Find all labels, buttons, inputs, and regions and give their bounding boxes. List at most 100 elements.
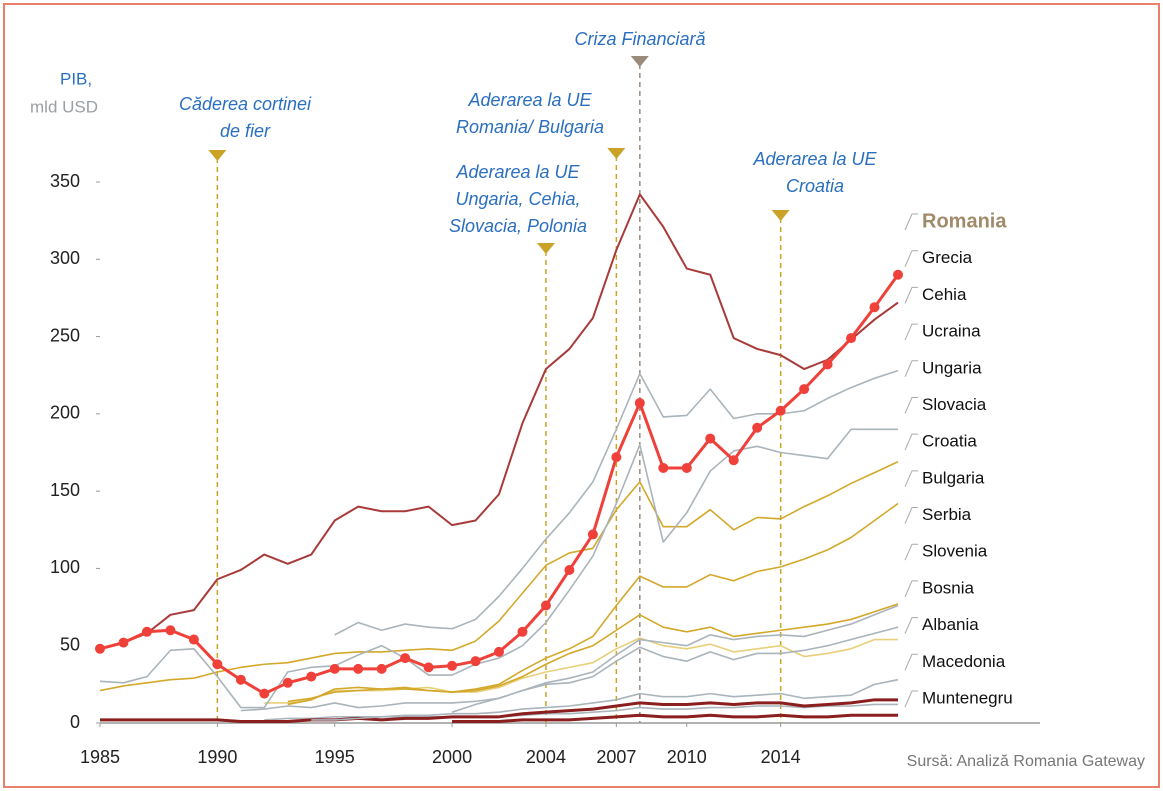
series-point: [188, 634, 199, 645]
series-point: [470, 656, 481, 667]
series-point: [564, 564, 575, 575]
series-point: [306, 671, 317, 682]
series-point: [282, 677, 293, 688]
y-tick-label: 100: [50, 557, 80, 577]
series-point: [141, 626, 152, 637]
legend-leader: [904, 433, 918, 451]
legend-leader: [904, 653, 918, 671]
x-tick-label: 2007: [596, 747, 636, 767]
series-point: [353, 663, 364, 674]
series-point: [587, 529, 598, 540]
series-point: [376, 663, 387, 674]
legend-leader: [904, 617, 918, 634]
series-point: [423, 662, 434, 673]
legend-leader: [904, 507, 918, 524]
event-label: Căderea cortinei: [179, 94, 312, 114]
y-tick-label: 0: [70, 712, 80, 732]
series-point: [822, 359, 833, 370]
series-line: [100, 698, 898, 723]
event-label: Aderarea la UE: [467, 90, 592, 110]
legend-leader: [904, 360, 918, 377]
y-label-1: PIB,: [60, 69, 92, 88]
event-marker: [208, 150, 227, 161]
event-label: Criza Financiară: [574, 29, 705, 49]
series-point: [400, 653, 411, 664]
series-point: [118, 637, 129, 648]
event-label: Ungaria, Cehia,: [455, 189, 580, 209]
series-point: [95, 643, 105, 654]
legend-leader: [904, 580, 918, 598]
legend-label: Serbia: [922, 505, 972, 524]
event-label: Slovacia, Polonia: [449, 216, 587, 236]
series-line: [240, 604, 899, 712]
series-point: [799, 384, 810, 395]
series-line: [99, 193, 899, 650]
y-tick-label: 300: [50, 248, 80, 268]
event-label: Romania/ Bulgaria: [456, 117, 604, 137]
legend-label: Albania: [922, 615, 979, 634]
series-point: [235, 674, 246, 685]
event-marker: [771, 210, 790, 221]
event-marker: [607, 148, 626, 159]
legend-label: Grecia: [922, 248, 973, 267]
y-label-2: mld USD: [30, 97, 98, 116]
event-label: Croatia: [786, 176, 844, 196]
series-point: [869, 302, 880, 313]
series-point: [634, 398, 645, 409]
source: Sursă: Analiză Romania Gateway: [907, 753, 1145, 770]
y-tick-label: 150: [50, 480, 80, 500]
series-point: [846, 333, 857, 344]
legend-label: Slovacia: [922, 395, 987, 414]
legend-leader: [904, 396, 918, 414]
legend-leader: [904, 323, 918, 341]
series-point: [447, 660, 458, 671]
y-tick-label: 50: [60, 634, 80, 654]
event-label: Aderarea la UE: [455, 162, 580, 182]
legend-label: Muntenegru: [922, 688, 1013, 707]
series-point: [540, 600, 551, 611]
legend-label: Bulgaria: [922, 468, 985, 487]
y-tick-label: 250: [50, 325, 80, 345]
series-line: [99, 428, 898, 709]
legend-leader: [904, 250, 918, 267]
legend-leader: [904, 543, 918, 561]
legend-label: Ungaria: [922, 358, 982, 377]
y-tick-label: 350: [50, 171, 80, 191]
x-tick-label: 2000: [432, 747, 472, 767]
legend-label: Slovenia: [922, 542, 988, 561]
event-marker: [630, 56, 649, 67]
series-line: [99, 461, 899, 692]
series-point: [494, 646, 504, 657]
series-point: [681, 462, 692, 473]
series-point: [517, 626, 528, 637]
y-tick-label: 200: [50, 403, 80, 423]
series-line: [334, 369, 899, 636]
legend-leader: [904, 470, 918, 488]
series-point: [329, 663, 340, 674]
legend-label: Croatia: [922, 432, 977, 451]
series-point: [728, 455, 739, 466]
event-label: de fier: [220, 121, 271, 141]
x-tick-label: 1985: [80, 747, 120, 767]
series-point: [611, 452, 622, 463]
x-tick-label: 2014: [761, 747, 801, 767]
legend-label: Romania: [922, 210, 1007, 232]
series-point: [752, 422, 763, 433]
legend-leader: [904, 213, 918, 231]
legend-leader: [904, 690, 918, 708]
series-point: [775, 405, 786, 416]
series-point: [658, 462, 669, 473]
legend-label: Macedonia: [922, 652, 1006, 671]
x-tick-label: 2010: [667, 747, 707, 767]
series-line: [452, 713, 898, 723]
frame: [3, 3, 1160, 788]
series-point: [893, 269, 903, 280]
event-label: Aderarea la UE: [752, 149, 877, 169]
x-tick-label: 1990: [197, 747, 237, 767]
series-point: [705, 433, 716, 444]
series-point: [212, 659, 223, 670]
x-tick-label: 2004: [526, 747, 566, 767]
legend-label: Bosnia: [922, 578, 975, 597]
event-marker: [536, 243, 555, 254]
